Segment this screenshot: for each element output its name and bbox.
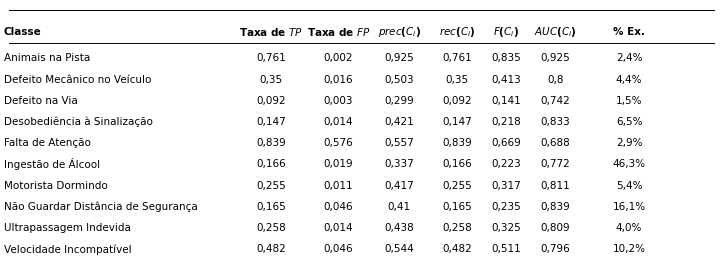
Text: 0,576: 0,576 — [323, 138, 354, 148]
Text: 0,417: 0,417 — [384, 181, 414, 191]
Text: Não Guardar Distância de Segurança: Não Guardar Distância de Segurança — [4, 202, 197, 212]
Text: 0,166: 0,166 — [442, 160, 472, 169]
Text: 4,0%: 4,0% — [616, 223, 642, 233]
Text: Desobediência à Sinalização: Desobediência à Sinalização — [4, 117, 153, 127]
Text: 0,41: 0,41 — [388, 202, 411, 212]
Text: 0,003: 0,003 — [324, 96, 353, 106]
Text: 16,1%: 16,1% — [612, 202, 646, 212]
Text: 0,046: 0,046 — [324, 202, 353, 212]
Text: 0,833: 0,833 — [540, 117, 570, 127]
Text: 2,4%: 2,4% — [616, 53, 642, 63]
Text: 0,258: 0,258 — [442, 223, 472, 233]
Text: $\mathit{prec}$($\mathit{C_i}$): $\mathit{prec}$($\mathit{C_i}$) — [377, 25, 421, 39]
Text: 0,299: 0,299 — [384, 96, 414, 106]
Text: 0,511: 0,511 — [491, 244, 521, 254]
Text: 0,014: 0,014 — [324, 223, 353, 233]
Text: 0,141: 0,141 — [491, 96, 521, 106]
Text: 0,218: 0,218 — [491, 117, 521, 127]
Text: $\mathit{F}$($\mathit{C_i}$): $\mathit{F}$($\mathit{C_i}$) — [493, 25, 519, 39]
Text: 46,3%: 46,3% — [612, 160, 646, 169]
Text: 0,839: 0,839 — [442, 138, 472, 148]
Text: 0,688: 0,688 — [540, 138, 570, 148]
Text: 0,002: 0,002 — [324, 53, 353, 63]
Text: 0,011: 0,011 — [324, 181, 353, 191]
Text: 0,925: 0,925 — [540, 53, 570, 63]
Text: 0,317: 0,317 — [491, 181, 521, 191]
Text: 0,742: 0,742 — [540, 96, 570, 106]
Text: 0,761: 0,761 — [256, 53, 286, 63]
Text: $\mathit{rec}$($\mathit{C_i}$): $\mathit{rec}$($\mathit{C_i}$) — [439, 25, 475, 39]
Text: 0,796: 0,796 — [540, 244, 570, 254]
Text: Defeito Mecânico no Veículo: Defeito Mecânico no Veículo — [4, 75, 151, 84]
Text: 0,421: 0,421 — [384, 117, 414, 127]
Text: 0,35: 0,35 — [260, 75, 283, 84]
Text: Ingestão de Álcool: Ingestão de Álcool — [4, 159, 100, 170]
Text: 0,165: 0,165 — [442, 202, 472, 212]
Text: 0,839: 0,839 — [540, 202, 570, 212]
Text: 0,019: 0,019 — [324, 160, 353, 169]
Text: 0,223: 0,223 — [491, 160, 521, 169]
Text: Taxa de $\mathit{FP}$: Taxa de $\mathit{FP}$ — [307, 26, 370, 38]
Text: 0,557: 0,557 — [384, 138, 414, 148]
Text: 0,014: 0,014 — [324, 117, 353, 127]
Text: 0,147: 0,147 — [256, 117, 286, 127]
Text: 0,482: 0,482 — [256, 244, 286, 254]
Text: 0,503: 0,503 — [385, 75, 414, 84]
Text: 10,2%: 10,2% — [612, 244, 646, 254]
Text: Taxa de $\mathit{TP}$: Taxa de $\mathit{TP}$ — [239, 26, 303, 38]
Text: 0,35: 0,35 — [445, 75, 469, 84]
Text: 6,5%: 6,5% — [616, 117, 642, 127]
Text: 0,925: 0,925 — [384, 53, 414, 63]
Text: 0,809: 0,809 — [541, 223, 570, 233]
Text: Classe: Classe — [4, 27, 41, 37]
Text: 0,839: 0,839 — [256, 138, 286, 148]
Text: 0,255: 0,255 — [256, 181, 286, 191]
Text: 0,544: 0,544 — [384, 244, 414, 254]
Text: Motorista Dormindo: Motorista Dormindo — [4, 181, 107, 191]
Text: Defeito na Via: Defeito na Via — [4, 96, 77, 106]
Text: 0,438: 0,438 — [384, 223, 414, 233]
Text: Falta de Atenção: Falta de Atenção — [4, 138, 90, 148]
Text: $\mathit{AUC}$($\mathit{C_i}$): $\mathit{AUC}$($\mathit{C_i}$) — [534, 25, 577, 39]
Text: 0,165: 0,165 — [256, 202, 286, 212]
Text: 0,016: 0,016 — [324, 75, 353, 84]
Text: 0,255: 0,255 — [442, 181, 472, 191]
Text: 2,9%: 2,9% — [616, 138, 642, 148]
Text: 0,147: 0,147 — [442, 117, 472, 127]
Text: Animais na Pista: Animais na Pista — [4, 53, 90, 63]
Text: 0,669: 0,669 — [491, 138, 521, 148]
Text: 0,092: 0,092 — [257, 96, 286, 106]
Text: 0,235: 0,235 — [491, 202, 521, 212]
Text: 0,482: 0,482 — [442, 244, 472, 254]
Text: 0,772: 0,772 — [540, 160, 570, 169]
Text: 0,046: 0,046 — [324, 244, 353, 254]
Text: 0,092: 0,092 — [442, 96, 471, 106]
Text: 4,4%: 4,4% — [616, 75, 642, 84]
Text: 0,166: 0,166 — [256, 160, 286, 169]
Text: 0,413: 0,413 — [491, 75, 521, 84]
Text: 0,258: 0,258 — [256, 223, 286, 233]
Text: 0,811: 0,811 — [540, 181, 570, 191]
Text: 0,325: 0,325 — [491, 223, 521, 233]
Text: Ultrapassagem Indevida: Ultrapassagem Indevida — [4, 223, 130, 233]
Text: 5,4%: 5,4% — [616, 181, 642, 191]
Text: 0,761: 0,761 — [442, 53, 472, 63]
Text: 0,8: 0,8 — [547, 75, 563, 84]
Text: 1,5%: 1,5% — [616, 96, 642, 106]
Text: 0,835: 0,835 — [491, 53, 521, 63]
Text: % Ex.: % Ex. — [613, 27, 645, 37]
Text: Velocidade Incompatível: Velocidade Incompatível — [4, 244, 132, 255]
Text: 0,337: 0,337 — [384, 160, 414, 169]
